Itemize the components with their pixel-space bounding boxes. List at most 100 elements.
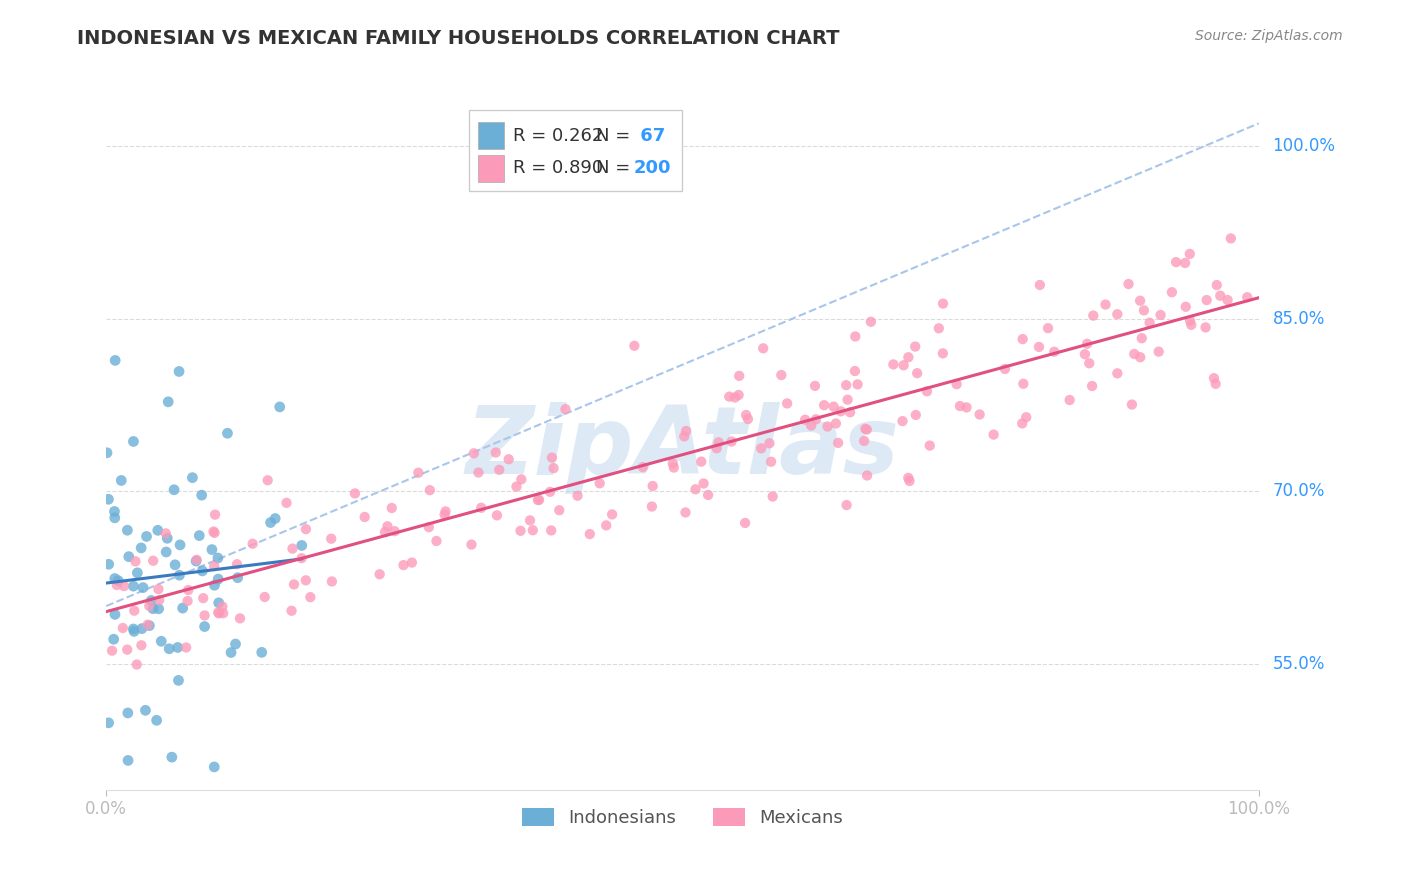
Point xyxy=(157,394,180,409)
Point xyxy=(595,518,617,533)
Point xyxy=(112,579,135,593)
Point xyxy=(485,508,508,523)
Point xyxy=(578,527,600,541)
Point xyxy=(641,479,664,493)
Point xyxy=(132,581,155,595)
Point xyxy=(172,601,194,615)
Point xyxy=(219,646,242,660)
Point xyxy=(1147,344,1170,359)
Point xyxy=(844,364,866,378)
Point xyxy=(299,590,322,604)
Point xyxy=(728,368,751,383)
Point xyxy=(1083,309,1105,323)
Point xyxy=(97,715,120,730)
Point xyxy=(853,434,876,448)
Point xyxy=(117,706,139,720)
Point xyxy=(425,533,447,548)
Point xyxy=(283,577,305,591)
Point xyxy=(1139,316,1161,330)
Point xyxy=(434,504,457,518)
Point xyxy=(204,578,226,592)
Point xyxy=(194,608,217,623)
Point xyxy=(184,554,207,568)
Point xyxy=(844,329,866,343)
Point xyxy=(280,604,302,618)
Point xyxy=(226,571,249,585)
Point xyxy=(904,408,927,422)
Point xyxy=(804,379,827,393)
Point xyxy=(1076,336,1098,351)
Point xyxy=(377,519,399,533)
Point xyxy=(835,378,858,392)
Point xyxy=(1036,321,1059,335)
Point xyxy=(148,593,170,607)
Point xyxy=(253,590,276,604)
Point xyxy=(541,450,564,465)
Point xyxy=(1219,231,1241,245)
Point xyxy=(804,412,827,426)
Legend: Indonesians, Mexicans: Indonesians, Mexicans xyxy=(515,800,851,834)
Point xyxy=(817,419,839,434)
Point xyxy=(1174,300,1197,314)
Point xyxy=(127,566,149,580)
Point xyxy=(692,476,714,491)
Point xyxy=(1121,398,1143,412)
Point xyxy=(1130,331,1153,345)
Point xyxy=(374,524,396,539)
Point xyxy=(142,601,165,615)
Point xyxy=(932,346,955,360)
Point xyxy=(256,473,278,487)
Point xyxy=(138,599,160,613)
Point xyxy=(125,657,148,672)
Point xyxy=(969,408,991,422)
Point xyxy=(675,424,697,438)
Point xyxy=(589,476,612,491)
Point xyxy=(353,510,375,524)
Point xyxy=(1149,308,1171,322)
Point xyxy=(176,594,198,608)
Point xyxy=(1194,320,1216,334)
Point xyxy=(1074,347,1097,361)
Point xyxy=(122,434,145,449)
Point xyxy=(174,640,197,655)
Point xyxy=(853,422,876,436)
Point xyxy=(122,624,145,639)
Point xyxy=(194,619,217,633)
Text: 67: 67 xyxy=(634,127,665,145)
Point xyxy=(673,429,696,443)
Point xyxy=(856,468,879,483)
Point xyxy=(488,463,510,477)
Point xyxy=(735,408,758,422)
Point xyxy=(918,439,941,453)
Point xyxy=(226,558,249,572)
Point xyxy=(1081,379,1104,393)
Point xyxy=(827,436,849,450)
Point xyxy=(727,388,749,402)
Point xyxy=(1180,318,1202,332)
Point xyxy=(641,500,664,514)
Point xyxy=(368,567,391,582)
Point xyxy=(211,599,233,614)
Point xyxy=(898,474,921,488)
Point xyxy=(163,483,186,497)
Point xyxy=(1107,367,1129,381)
Text: N =: N = xyxy=(596,160,636,178)
Point xyxy=(384,524,406,538)
Point xyxy=(190,488,212,502)
Point xyxy=(770,368,793,382)
Text: R = 0.262: R = 0.262 xyxy=(513,127,603,145)
Point xyxy=(264,511,287,525)
Point xyxy=(1129,293,1152,308)
Point xyxy=(97,558,120,572)
Point xyxy=(202,559,225,574)
Point xyxy=(835,498,858,512)
Point xyxy=(1216,293,1239,307)
Point xyxy=(145,714,167,728)
Point xyxy=(201,542,224,557)
Bar xyxy=(478,155,503,182)
Point xyxy=(905,366,928,380)
Point xyxy=(155,545,177,559)
Point xyxy=(259,516,281,530)
Point xyxy=(165,558,187,572)
Point xyxy=(1164,255,1187,269)
